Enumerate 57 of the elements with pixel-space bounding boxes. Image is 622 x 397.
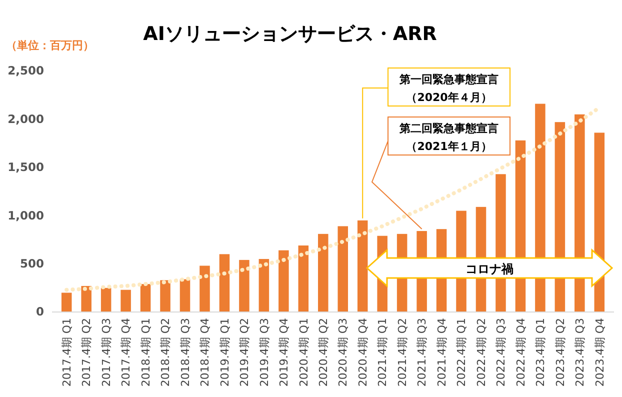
- annotation: 第一回緊急事態宣言: [398, 73, 498, 86]
- y-tick-label: 2,500: [8, 64, 44, 78]
- x-tick-label: 2019.4期 Q3: [258, 318, 271, 387]
- bar: [140, 284, 151, 312]
- x-tick-label: 2018.4期 Q3: [178, 318, 192, 387]
- bar: [278, 250, 289, 312]
- annotation: コロナ禍: [466, 262, 514, 276]
- annotation: （2020年４月）: [406, 91, 492, 104]
- bar: [298, 245, 309, 312]
- y-axis-title: （単位：百万円）: [6, 39, 94, 52]
- annotation: 第二回緊急事態宣言: [398, 122, 498, 135]
- x-tick-label: 2021.4期 Q4: [435, 318, 448, 387]
- bar: [239, 260, 250, 312]
- bar: [200, 266, 210, 312]
- x-tick-label: 2021.4期 Q1: [376, 318, 390, 387]
- y-tick-label: 0: [36, 304, 44, 319]
- x-tick-label: 2019.4期 Q1: [218, 318, 232, 387]
- x-tick-label: 2019.4期 Q4: [278, 318, 291, 387]
- bar: [81, 286, 92, 312]
- x-tick-label: 2021.4期 Q3: [416, 318, 429, 387]
- annotation: （2021年１月）: [406, 140, 492, 153]
- x-tick-label: 2022.4期 Q3: [494, 318, 508, 387]
- x-tick-label: 2023.4期 Q4: [593, 318, 606, 387]
- bar: [120, 290, 131, 312]
- x-tick-label: 2022.4期 Q2: [474, 318, 488, 387]
- x-tick-label: 2020.4期 Q1: [297, 318, 310, 387]
- y-tick-label: 1,000: [8, 208, 44, 222]
- x-tick-label: 2020.4期 Q4: [356, 318, 370, 387]
- x-tick-label: 2023.4期 Q1: [534, 318, 548, 387]
- bar: [357, 220, 368, 312]
- y-tick-label: 2,000: [8, 112, 44, 126]
- bar: [61, 292, 72, 312]
- bar: [180, 279, 190, 312]
- bar: [160, 280, 170, 312]
- bar: [338, 226, 348, 312]
- x-tick-label: 2019.4期 Q2: [238, 318, 252, 387]
- bar: [258, 258, 270, 312]
- bar: [219, 254, 230, 312]
- y-tick-label: 1,500: [8, 160, 44, 174]
- x-tick-label: 2017.4期 Q2: [80, 318, 94, 387]
- x-tick-label: 2022.4期 Q1: [455, 318, 468, 387]
- bar: [100, 288, 112, 312]
- chart-title: AIソリューションサービス・ARR: [143, 23, 438, 45]
- x-tick-label: 2023.4期 Q3: [574, 318, 587, 387]
- x-tick-label: 2020.4期 Q3: [336, 318, 350, 387]
- x-tick-label: 2022.4期 Q4: [514, 318, 528, 387]
- x-tick-label: 2017.4期 Q4: [120, 318, 133, 387]
- x-tick-label: 2018.4期 Q1: [139, 318, 152, 387]
- x-tick-label: 2023.4期 Q2: [554, 318, 567, 387]
- x-tick-label: 2020.4期 Q2: [316, 318, 330, 387]
- x-tick-label: 2021.4期 Q2: [396, 318, 409, 387]
- x-tick-label: 2017.4期 Q3: [100, 318, 113, 387]
- y-tick-label: 500: [20, 256, 44, 270]
- x-tick-label: 2017.4期 Q1: [60, 318, 74, 387]
- x-tick-label: 2018.4期 Q2: [159, 318, 172, 387]
- x-tick-label: 2018.4期 Q4: [198, 318, 212, 387]
- bar: [318, 234, 328, 312]
